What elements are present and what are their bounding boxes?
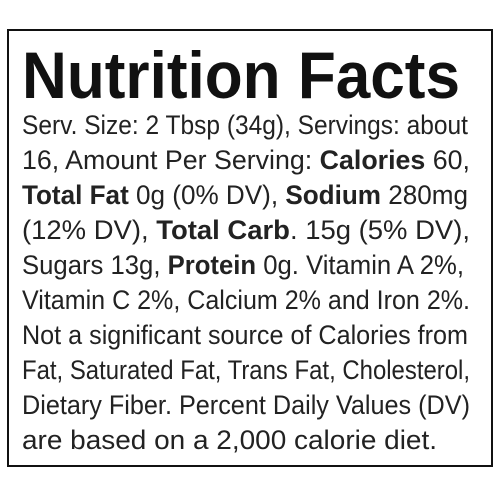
body-line: Serv. Size: 2 Tbsp (34g), Servings: abou… bbox=[22, 110, 468, 140]
text-run: 0g. Vitamin A 2%, bbox=[256, 250, 464, 280]
body-line: Dietary Fiber. Percent Daily Values (DV) bbox=[22, 390, 470, 420]
body-line: Fat, Saturated Fat, Trans Fat, Cholester… bbox=[22, 355, 470, 385]
bold-text: Protein bbox=[168, 250, 256, 280]
body-line: Not a significant source of Calories fro… bbox=[22, 320, 468, 350]
text-run: 0g (0% DV), bbox=[129, 180, 286, 210]
text-run: Vitamin C 2%, Calcium 2% and Iron 2%. bbox=[22, 285, 470, 315]
body-line: Total Fat 0g (0% DV), Sodium 280mg bbox=[22, 180, 468, 210]
text-run: (12% DV), bbox=[22, 215, 156, 245]
text-run: Fat, Saturated Fat, Trans Fat, Cholester… bbox=[22, 355, 470, 385]
bold-text: Calories bbox=[320, 145, 426, 175]
bold-text: Total Carb bbox=[156, 215, 290, 245]
bold-text: Sodium bbox=[285, 180, 381, 210]
title: Nutrition Facts bbox=[22, 38, 460, 112]
body-line: Vitamin C 2%, Calcium 2% and Iron 2%. bbox=[22, 285, 470, 315]
text-run: Sugars 13g, bbox=[22, 250, 168, 280]
text-run: Dietary Fiber. Percent Daily Values (DV) bbox=[22, 390, 470, 420]
bold-text: Total Fat bbox=[22, 180, 129, 210]
body-line: (12% DV), Total Carb. 15g (5% DV), bbox=[22, 215, 470, 245]
text-run: 280mg bbox=[381, 180, 468, 210]
text-run: are based on a 2,000 calorie diet. bbox=[22, 425, 437, 455]
body-line: are based on a 2,000 calorie diet. bbox=[22, 425, 437, 455]
label-border bbox=[7, 29, 493, 467]
body-line: Sugars 13g, Protein 0g. Vitamin A 2%, bbox=[22, 250, 464, 280]
text-run: 16, Amount Per Serving: bbox=[22, 145, 320, 175]
text-run: Serv. Size: 2 Tbsp (34g), Servings: abou… bbox=[22, 110, 468, 140]
text-run: . 15g (5% DV), bbox=[290, 215, 470, 245]
text-run: Not a significant source of Calories fro… bbox=[22, 320, 468, 350]
text-run: 60, bbox=[425, 145, 470, 175]
body-line: 16, Amount Per Serving: Calories 60, bbox=[22, 145, 470, 175]
